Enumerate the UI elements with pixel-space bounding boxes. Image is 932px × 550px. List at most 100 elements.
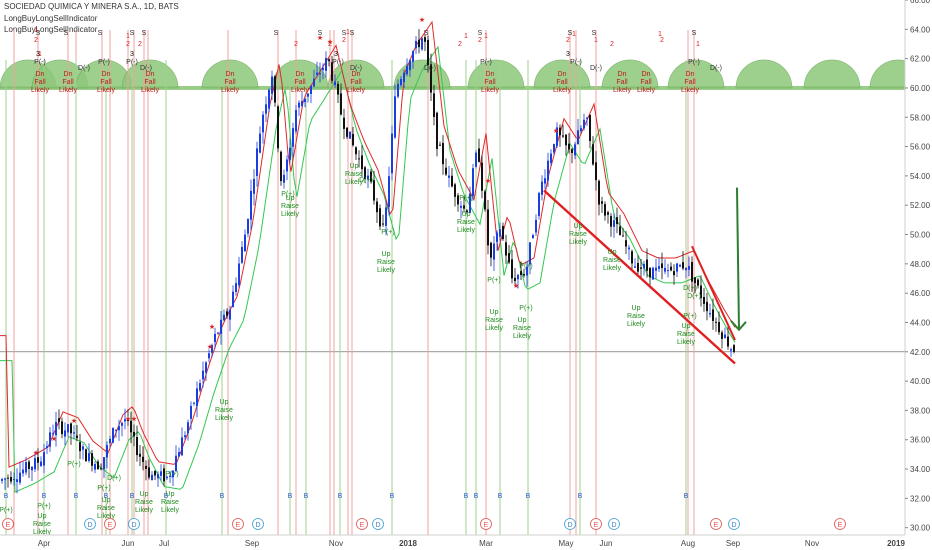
count-number: 2 — [126, 41, 130, 48]
signal-star-icon: ★ — [51, 435, 57, 443]
e-signal-circle — [232, 518, 244, 530]
indicator-label-2: LongBuyLongSellIndicator — [4, 25, 98, 34]
b-marker: B — [684, 493, 689, 500]
up-candle-body — [532, 235, 534, 239]
up-candle-body — [574, 144, 576, 156]
up-candle-body — [232, 291, 234, 307]
time-tick-label: May — [558, 539, 573, 548]
up-candle-body — [109, 438, 111, 444]
up-raise-likely-label: Up — [518, 317, 527, 324]
up-candle-body — [409, 60, 411, 71]
up-candle-body — [115, 429, 117, 431]
up-candle-body — [724, 334, 726, 338]
up-raise-likely-label: Up — [220, 399, 229, 406]
up-candle-body — [385, 207, 387, 226]
d-signal-letter: D — [131, 522, 136, 529]
down-candle-body — [565, 134, 567, 146]
up-candle-body — [217, 332, 219, 334]
down-candle-body — [427, 39, 429, 65]
p-plus-label: P(+) — [381, 229, 394, 236]
down-candle-body — [670, 266, 672, 271]
down-candle-body — [520, 271, 522, 276]
down-candle-body — [331, 62, 333, 81]
p-plus-label: P(+) — [0, 507, 13, 514]
down-candle-body — [712, 309, 714, 321]
d-signal-circle — [564, 518, 576, 530]
down-candle-body — [58, 418, 60, 422]
p-minus-label: P(-) — [688, 59, 700, 66]
down-candle-body — [727, 336, 729, 347]
down-candle-body — [142, 456, 144, 462]
up-raise-likely-label: Likely — [97, 513, 115, 520]
down-candle-body — [7, 477, 9, 479]
down-candle-body — [352, 134, 354, 146]
up-raise-likely-label: Up — [166, 491, 175, 498]
down-candle-body — [163, 468, 165, 482]
down-candle-body — [451, 175, 453, 187]
signal-star-icon: ★ — [209, 323, 215, 331]
cycle-band-base — [0, 85, 905, 90]
b-marker: B — [578, 493, 583, 500]
up-raise-likely-label: Up — [350, 163, 359, 170]
e-signal-circle — [834, 518, 846, 530]
up-candle-body — [52, 433, 54, 435]
down-candle-body — [100, 468, 102, 470]
up-candle-body — [313, 78, 315, 87]
up-raise-likely-label: Likely — [281, 211, 299, 218]
down-candle-body — [604, 204, 606, 216]
up-candle-body — [643, 263, 645, 269]
up-candle-body — [529, 242, 531, 265]
down-candle-body — [694, 277, 696, 284]
price-axis-background — [905, 0, 932, 550]
up-candle-body — [541, 181, 543, 195]
d-plus-label: D(+) — [683, 285, 697, 292]
b-marker: B — [464, 493, 469, 500]
up-candle-body — [16, 479, 18, 482]
up-candle-body — [676, 263, 678, 272]
up-candle-body — [709, 313, 711, 315]
down-candle-body — [733, 345, 735, 352]
down-fall-likely-label: Dn — [558, 71, 567, 78]
up-candle-body — [169, 475, 171, 477]
up-candle-body — [64, 430, 66, 437]
signal-star-icon: ★ — [513, 282, 519, 290]
b-marker: B — [338, 493, 343, 500]
up-candle-body — [448, 175, 450, 178]
s-marker: S — [424, 30, 429, 37]
up-candle-body — [553, 143, 555, 153]
up-candle-body — [367, 175, 369, 180]
down-candle-body — [487, 209, 489, 246]
up-candle-body — [538, 192, 540, 216]
time-tick-label: Sep — [245, 539, 260, 548]
down-candle-body — [481, 162, 483, 191]
down-candle-body — [346, 127, 348, 137]
time-tick-label: Nov — [805, 539, 819, 548]
down-candle-body — [340, 93, 342, 115]
up-candle-body — [547, 160, 549, 181]
down-fall-likely-label: Likely — [681, 87, 699, 94]
indicator-label-1: LongBuyLongSellIndicator — [4, 14, 98, 23]
up-candle-body — [556, 127, 558, 146]
price-tick-label: 38.00 — [910, 406, 931, 415]
b-marker: B — [74, 493, 79, 500]
up-raise-likely-label: Raise — [161, 499, 179, 506]
up-candle-body — [112, 428, 114, 443]
down-candle-body — [616, 217, 618, 225]
count-number: 2 — [610, 41, 614, 48]
d-signal-circle — [128, 518, 140, 530]
up-candle-body — [499, 229, 501, 237]
up-raise-likely-label: Likely — [485, 325, 503, 332]
down-fall-likely-label: Fall — [684, 79, 696, 86]
down-fall-likely-label: Dn — [64, 71, 73, 78]
down-candle-body — [376, 201, 378, 213]
down-candle-body — [328, 59, 330, 62]
s-marker: S — [130, 30, 135, 37]
up-raise-likely-label: Raise — [457, 219, 475, 226]
d-signal-circle — [252, 518, 264, 530]
down-candle-body — [478, 148, 480, 162]
up-candle-body — [397, 83, 399, 97]
e-signal-letter: E — [108, 522, 113, 529]
down-fall-likely-label: Fall — [144, 79, 156, 86]
up-candle-body — [247, 219, 249, 234]
